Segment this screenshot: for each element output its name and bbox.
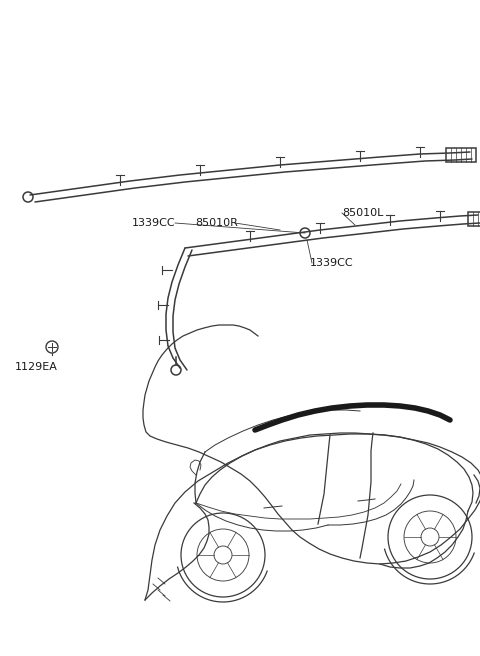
Text: 1339CC: 1339CC: [132, 218, 175, 228]
Text: 85010R: 85010R: [195, 218, 238, 228]
Text: 85010L: 85010L: [342, 208, 384, 218]
FancyBboxPatch shape: [468, 212, 480, 226]
Text: 1129EA: 1129EA: [15, 362, 58, 372]
Text: 1339CC: 1339CC: [310, 258, 354, 268]
FancyBboxPatch shape: [446, 148, 476, 162]
